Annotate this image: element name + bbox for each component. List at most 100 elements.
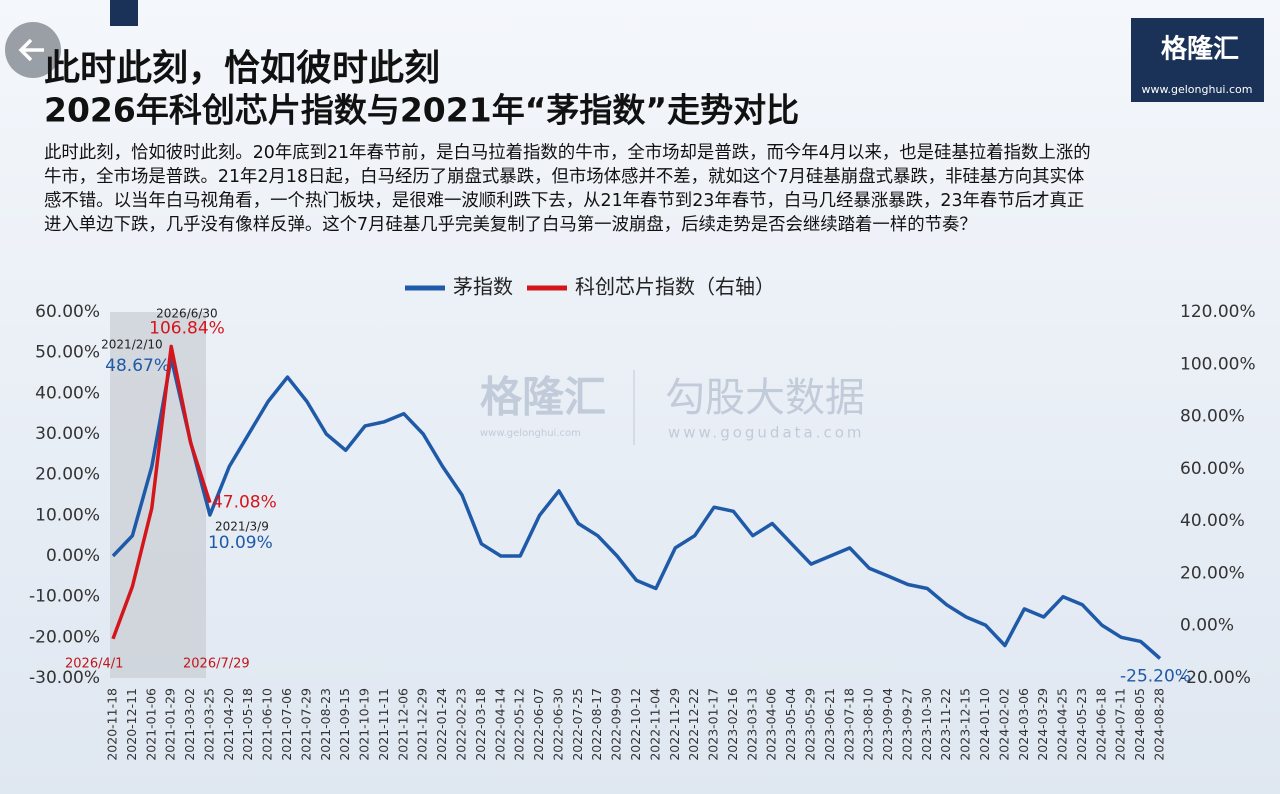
highlight-region [110, 312, 206, 678]
x-tick-label: 2022-04-14 [492, 688, 507, 761]
x-tick-label: 2021-03-25 [201, 688, 216, 761]
x-tick-label: 2022-09-09 [609, 688, 624, 761]
x-tick-label: 2024-03-29 [1035, 688, 1050, 761]
y-tick-label: 50.00% [35, 343, 100, 363]
x-tick-label: 2021-12-29 [415, 688, 430, 761]
x-tick-label: 2021-01-29 [163, 688, 178, 761]
x-tick-label: 2023-09-27 [899, 688, 914, 761]
x-tick-label: 2024-05-23 [1074, 688, 1089, 761]
x-tick-label: 2023-02-16 [725, 688, 740, 761]
series-line [111, 344, 212, 640]
x-tick-label: 2021-05-18 [240, 688, 255, 761]
x-tick-label: 2022-07-25 [570, 688, 585, 761]
y-tick-label: -20.00% [29, 627, 100, 647]
x-tick-label: 2022-01-24 [434, 688, 449, 761]
logo-name: 格隆汇 [1161, 34, 1239, 65]
x-tick-label: 2022-08-17 [589, 688, 604, 761]
y-tick-label: 10.00% [35, 505, 100, 525]
data-label: 106.84% [149, 318, 225, 338]
x-tick-label: 2021-06-10 [260, 688, 275, 761]
corner-block [110, 0, 138, 26]
x-tick-label: 2022-06-30 [550, 688, 565, 761]
y2-tick-label: -20.00% [1180, 668, 1251, 688]
logo-url: www.gelonghui.com [1142, 83, 1253, 96]
x-tick-label: 2021-09-15 [337, 688, 352, 761]
watermark-text: 格隆汇 [480, 373, 606, 422]
x-tick-label: 2021-10-19 [357, 688, 372, 761]
y-tick-label: 40.00% [35, 383, 100, 403]
x-tick-label: 2021-04-20 [221, 688, 236, 761]
x-tick-label: 2023-04-06 [764, 688, 779, 761]
paragraph-line: 感不错。以当年白马视角看，一个热门板块，是很难一波顺利跌下去，从21年春节到23… [44, 191, 1084, 211]
watermark: 格隆汇 www.gelonghui.com 勾股大数据 www.gogudata… [480, 370, 865, 445]
y-tick-label: -10.00% [29, 587, 100, 607]
x-tick-label: 2021-11-11 [376, 688, 391, 761]
data-label: 10.09% [208, 533, 273, 553]
x-tick-label: 2024-04-25 [1055, 688, 1070, 761]
x-tick-label: 2021-07-29 [298, 688, 313, 761]
y-tick-label: 20.00% [35, 465, 100, 485]
x-tick-label: 2023-12-15 [958, 688, 973, 761]
y2-tick-label: 20.00% [1180, 563, 1245, 583]
legend-label: 科创芯片指数（右轴） [575, 275, 775, 299]
data-label: 48.67% [105, 356, 170, 376]
paragraph-line: 此时此刻，恰如彼时此刻。20年底到21年春节前，是白马拉着指数的牛市，全市场却是… [44, 143, 1091, 163]
y-tick-label: 0.00% [46, 546, 100, 566]
watermark-url: www.gogudata.com [668, 424, 865, 442]
annotation: 2021/2/10 [101, 338, 163, 352]
x-tick-label: 2023-08-10 [861, 688, 876, 761]
x-tick-label: 2023-11-22 [938, 688, 953, 761]
x-tick-label: 2024-03-06 [1016, 688, 1031, 761]
x-tick-label: 2024-02-02 [996, 688, 1011, 761]
y-tick-label: 30.00% [35, 424, 100, 444]
y-tick-label: -30.00% [29, 668, 100, 688]
annotation: 2026/6/30 [156, 307, 218, 321]
annotation: 2026/4/1 [65, 657, 123, 672]
x-tick-label: 2021-07-06 [279, 688, 294, 761]
paragraph-line: 牛市，全市场是普跌。21年2月18日起，白马经历了崩盘式暴跌，但市场体感并不差，… [44, 167, 1084, 187]
watermark-url: www.gelonghui.com [480, 428, 581, 439]
data-label: -25.20% [1120, 666, 1191, 686]
x-tick-label: 2024-08-05 [1132, 688, 1147, 761]
x-tick-label: 2023-10-30 [919, 688, 934, 761]
x-tick-label: 2020-12-11 [124, 688, 139, 761]
y2-tick-label: 60.00% [1180, 459, 1245, 479]
x-tick-label: 2022-03-18 [473, 688, 488, 761]
x-tick-label: 2021-12-06 [395, 688, 410, 761]
x-tick-label: 2024-08-28 [1152, 688, 1167, 761]
x-tick-label: 2022-06-07 [531, 688, 546, 761]
annotation: 2021/3/9 [215, 520, 269, 534]
x-tick-label: 2022-12-22 [686, 688, 701, 761]
x-tick-label: 2024-07-11 [1113, 688, 1128, 761]
back-arrow [18, 38, 44, 62]
y2-tick-label: 80.00% [1180, 407, 1245, 427]
x-tick-label: 2022-02-23 [454, 688, 469, 761]
y2-tick-label: 0.00% [1180, 616, 1234, 636]
x-tick-label: 2024-01-10 [977, 688, 992, 761]
watermark-text: 勾股大数据 [665, 375, 865, 421]
x-tick-label: 2024-06-18 [1093, 688, 1108, 761]
x-tick-label: 2022-10-12 [628, 688, 643, 761]
paragraph-line: 进入单边下跌，几乎没有像样反弹。这个7月硅基几乎完美复制了白马第一波崩盘，后续走… [44, 215, 977, 235]
legend-label: 茅指数 [453, 275, 513, 299]
x-tick-label: 2020-11-18 [105, 688, 120, 761]
title: 此时此刻，恰如彼时此刻 [44, 48, 440, 89]
x-tick-label: 2023-07-18 [841, 688, 856, 761]
x-tick-label: 2023-09-04 [880, 688, 895, 761]
x-tick-label: 2023-01-17 [706, 688, 721, 761]
logo-box [1131, 18, 1264, 102]
x-tick-label: 2022-11-29 [667, 688, 682, 761]
x-tick-label: 2022-05-12 [512, 688, 527, 761]
x-tick-label: 2023-05-29 [803, 688, 818, 761]
data-label: 47.08% [212, 493, 277, 513]
y2-tick-label: 120.00% [1180, 302, 1256, 322]
x-tick-label: 2023-03-13 [744, 688, 759, 761]
x-tick-label: 2023-05-04 [783, 688, 798, 761]
x-tick-label: 2021-08-23 [318, 688, 333, 761]
annotation: 2026/7/29 [183, 657, 250, 672]
x-tick-label: 2021-01-06 [143, 688, 158, 761]
y2-tick-label: 40.00% [1180, 511, 1245, 531]
